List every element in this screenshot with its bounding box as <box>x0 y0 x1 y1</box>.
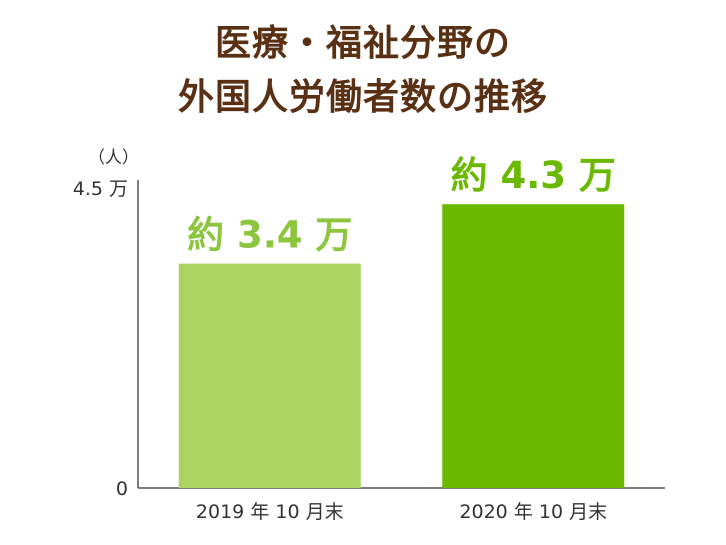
chart-title-line-2: 外国人労働者数の推移 <box>177 77 548 118</box>
data-label-1: 約 3.4 万 <box>187 214 352 257</box>
bar-1 <box>178 263 361 488</box>
y-tick-label-zero: 0 <box>116 478 128 500</box>
bars-group <box>178 204 625 488</box>
data-label-2: 約 4.3 万 <box>451 154 616 197</box>
labels-group: 約 3.4 万 2019 年 10 月末 約 4.3 万 2020 年 10 月末 <box>187 154 616 523</box>
x-category-label-2: 2020 年 10 月末 <box>459 501 607 523</box>
y-axis-unit-label: （人） <box>88 148 139 168</box>
chart-title-line-1: 医療・福祉分野の <box>214 23 511 64</box>
y-tick-label-max: 4.5 万 <box>73 178 128 200</box>
bar-2 <box>442 204 625 488</box>
x-category-label-1: 2019 年 10 月末 <box>196 501 344 523</box>
